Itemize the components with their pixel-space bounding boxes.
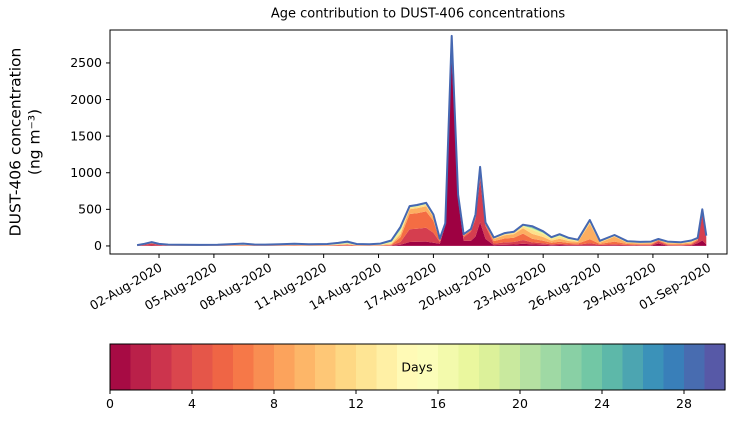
y-axis-label-line2: (ng m⁻³)	[26, 108, 44, 176]
colorbar: 0 4 8 12 16 20 24 28	[106, 343, 726, 411]
chart-title: Age contribution to DUST-406 concentrati…	[270, 6, 566, 22]
colorbar-tick-label: 28	[676, 396, 692, 411]
y-tick-label: 1000	[70, 165, 102, 180]
colorbar-segment	[397, 344, 419, 390]
colorbar-tick-label: 4	[188, 396, 196, 411]
plot-frame	[109, 29, 728, 255]
y-tick-label: 2500	[70, 55, 102, 70]
colorbar-segment	[602, 344, 624, 390]
colorbar-tick-label: 8	[270, 396, 278, 411]
colorbar-segment	[356, 344, 378, 390]
colorbar-tick-label: 20	[512, 396, 528, 411]
colorbar-segment	[684, 344, 706, 390]
colorbar-segment	[171, 344, 193, 390]
colorbar-segment	[540, 344, 562, 390]
colorbar-segment	[417, 344, 439, 390]
y-tick-label: 1500	[70, 128, 102, 143]
colorbar-title: Days	[401, 359, 433, 375]
colorbar-segment	[151, 344, 173, 390]
colorbar-segment	[253, 344, 275, 390]
colorbar-segment	[704, 344, 726, 390]
colorbar-frame	[109, 343, 726, 391]
colorbar-segment	[212, 344, 234, 390]
y-axis: 0 500 1000 1500 2000 2500	[70, 55, 110, 253]
colorbar-segment	[622, 344, 644, 390]
colorbar-tick-label: 12	[348, 396, 364, 411]
colorbar-segment	[130, 344, 152, 390]
y-tick-label: 0	[94, 238, 102, 253]
colorbar-segment	[335, 344, 357, 390]
total-concentration-outline	[136, 34, 708, 247]
colorbar-segment	[581, 344, 603, 390]
colorbar-tick-label: 16	[430, 396, 446, 411]
colorbar-segment	[643, 344, 665, 390]
y-axis-label: DUST-406 concentration (ng m⁻³)	[7, 48, 46, 237]
y-axis-label-line1: DUST-406 concentration	[6, 47, 25, 237]
colorbar-segment	[499, 344, 521, 390]
colorbar-segment	[438, 344, 460, 390]
x-axis: 02-Aug-202005-Aug-202008-Aug-202011-Aug-…	[87, 254, 713, 313]
y-tick-label: 2000	[70, 92, 102, 107]
colorbar-segment	[376, 344, 398, 390]
colorbar-segment	[479, 344, 501, 390]
y-tick-label: 500	[78, 202, 102, 217]
colorbar-segment	[192, 344, 214, 390]
age-band-area	[137, 42, 707, 246]
colorbar-segment	[315, 344, 337, 390]
colorbar-segment	[233, 344, 255, 390]
colorbar-segment	[458, 344, 480, 390]
colorbar-tick-label: 0	[106, 396, 114, 411]
colorbar-segment	[561, 344, 583, 390]
colorbar-segment	[274, 344, 296, 390]
colorbar-segment	[520, 344, 542, 390]
colorbar-segment	[294, 344, 316, 390]
colorbar-tick-label: 24	[594, 396, 610, 411]
colorbar-segment	[110, 344, 132, 390]
stacked-area-group	[136, 34, 708, 247]
colorbar-segment	[663, 344, 685, 390]
